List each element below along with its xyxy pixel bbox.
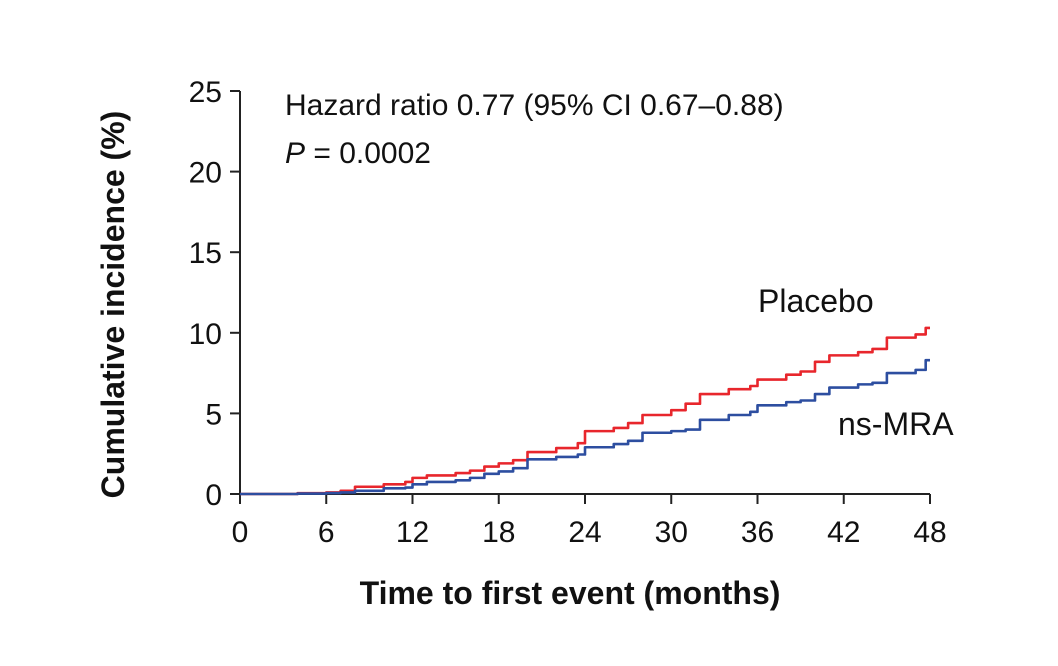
x-ticks: 0 6 12 18 24 30 36 42 48 (232, 494, 947, 549)
x-tick-label: 6 (318, 516, 335, 549)
y-tick-label: 15 (189, 237, 222, 270)
p-value-annotation: P = 0.0002 (285, 137, 431, 170)
p-symbol: P (285, 137, 305, 170)
p-value: = 0.0002 (305, 137, 431, 170)
y-tick-label: 10 (189, 318, 222, 351)
series-line-ns-mra (240, 358, 930, 496)
x-axis-title: Time to first event (months) (360, 575, 781, 611)
series-line-placebo (240, 326, 930, 496)
x-tick-label: 48 (913, 516, 946, 549)
x-tick-label: 30 (655, 516, 688, 549)
y-tick-label: 20 (189, 157, 222, 190)
hazard-ratio-annotation: Hazard ratio 0.77 (95% CI 0.67–0.88) (285, 89, 784, 122)
series-label-ns-mra: ns-MRA (838, 406, 954, 442)
x-tick-label: 24 (568, 516, 601, 549)
series-layer (240, 326, 930, 496)
y-tick-label: 5 (205, 398, 222, 431)
x-tick-label: 0 (232, 516, 249, 549)
x-tick-label: 18 (482, 516, 515, 549)
y-tick-label: 25 (189, 76, 222, 109)
x-tick-label: 12 (396, 516, 429, 549)
y-tick-label: 0 (205, 479, 222, 512)
axes: 0 6 12 18 24 30 36 42 48 0 5 10 15 20 25 (189, 76, 947, 549)
y-axis-title: Cumulative incidence (%) (95, 111, 131, 499)
x-tick-label: 42 (827, 516, 860, 549)
y-ticks: 0 5 10 15 20 25 (189, 76, 240, 512)
x-tick-label: 36 (741, 516, 774, 549)
series-label-placebo: Placebo (758, 283, 874, 319)
